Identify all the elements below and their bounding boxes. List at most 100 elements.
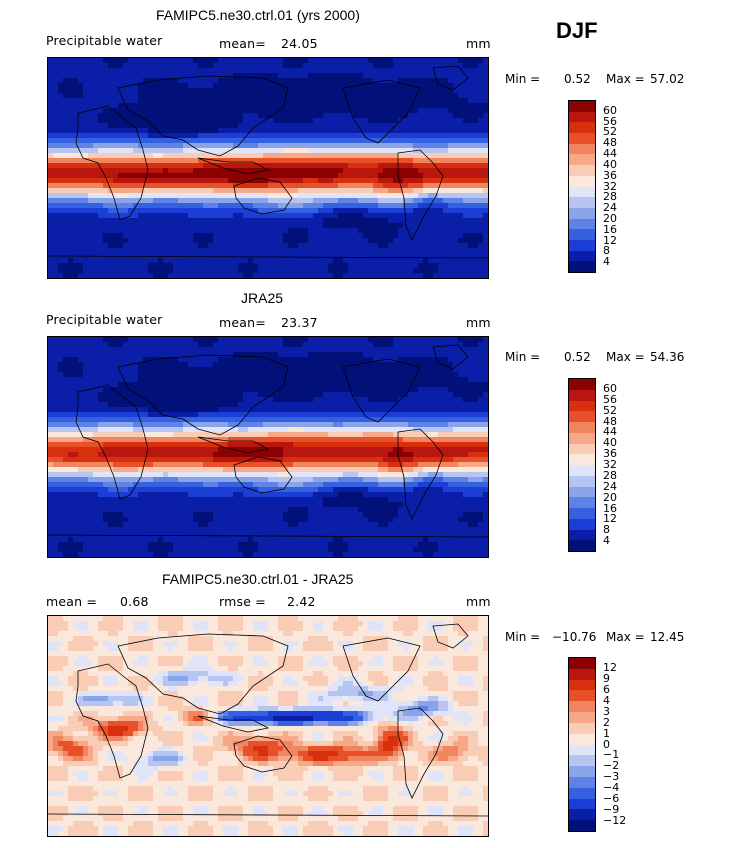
map-cell	[78, 263, 84, 269]
map-cell	[53, 103, 59, 109]
map-cell	[358, 203, 364, 209]
map-cell	[58, 73, 64, 79]
map-cell	[128, 238, 134, 244]
map-cell	[438, 153, 444, 159]
map-cell	[128, 73, 134, 79]
map-cell	[353, 123, 359, 129]
map-cell	[378, 223, 384, 229]
map-cell	[483, 342, 488, 348]
map-cell	[448, 268, 454, 274]
map-cell	[433, 178, 439, 184]
map-cell	[208, 357, 214, 363]
map-cell	[213, 203, 219, 209]
map-cell	[343, 387, 349, 393]
map-cell	[443, 203, 449, 209]
map-cell	[323, 138, 329, 144]
map-cell	[223, 128, 229, 134]
map-cell	[373, 88, 379, 94]
map-cell	[113, 178, 119, 184]
map-cell	[428, 68, 434, 74]
map-cell	[288, 158, 294, 164]
map-cell	[378, 382, 384, 388]
map-cell	[243, 387, 249, 393]
map-cell	[188, 372, 194, 378]
map-cell	[228, 68, 234, 74]
map-cell	[478, 342, 484, 348]
map-cell	[378, 103, 384, 109]
map-cell	[268, 377, 274, 383]
map-cell	[418, 337, 424, 343]
map-cell	[133, 108, 139, 114]
map-cell	[208, 168, 214, 174]
map-cell	[98, 183, 104, 189]
map-cell	[483, 133, 488, 139]
map-cell	[348, 133, 354, 139]
map-cell	[363, 263, 369, 269]
map-cell	[153, 93, 159, 99]
map-cell	[108, 118, 114, 124]
map-cell	[273, 372, 279, 378]
map-cell	[133, 382, 139, 388]
map-cell	[413, 93, 419, 99]
map-cell	[308, 337, 314, 343]
map-cell	[413, 347, 419, 353]
map-cell	[203, 233, 209, 239]
map-cell	[323, 148, 329, 154]
map-cell	[253, 392, 259, 398]
map-cell	[198, 83, 204, 89]
map-cell	[88, 68, 94, 74]
map-cell	[208, 238, 214, 244]
map-cell	[103, 268, 109, 274]
map-cell	[358, 168, 364, 174]
map-cell	[138, 178, 144, 184]
map-cell	[468, 118, 474, 124]
map-cell	[458, 208, 464, 214]
map-cell	[438, 248, 444, 254]
map-cell	[328, 58, 334, 64]
map-cell	[438, 118, 444, 124]
map-cell	[218, 93, 224, 99]
map-cell	[58, 173, 64, 179]
map-cell	[193, 218, 199, 224]
map-cell	[463, 113, 469, 119]
map-cell	[213, 168, 219, 174]
map-cell	[398, 208, 404, 214]
map-cell	[438, 73, 444, 79]
map-cell	[343, 148, 349, 154]
map-cell	[473, 238, 479, 244]
map-cell	[428, 228, 434, 234]
map-cell	[193, 213, 199, 219]
map-cell	[213, 352, 219, 358]
map-cell	[268, 258, 274, 264]
map-cell	[333, 173, 339, 179]
map-cell	[408, 68, 414, 74]
map-cell	[378, 163, 384, 169]
map-cell	[48, 233, 54, 239]
map-cell	[323, 342, 329, 348]
map-cell	[218, 63, 224, 69]
map-cell	[413, 73, 419, 79]
map-cell	[103, 78, 109, 84]
map-cell	[288, 372, 294, 378]
map-cell	[48, 198, 54, 204]
map-cell	[198, 218, 204, 224]
map-cell	[143, 243, 149, 249]
map-cell	[63, 118, 69, 124]
map-cell	[103, 397, 109, 403]
map-cell	[138, 168, 144, 174]
map-cell	[353, 178, 359, 184]
map-cell	[438, 58, 444, 64]
map-cell	[48, 123, 54, 129]
map-cell	[138, 148, 144, 154]
map-cell	[358, 58, 364, 64]
map-cell	[148, 123, 154, 129]
map-cell	[418, 93, 424, 99]
map-cell	[128, 382, 134, 388]
map-cell	[443, 108, 449, 114]
map-cell	[308, 233, 314, 239]
map-cell	[298, 123, 304, 129]
map-cell	[128, 213, 134, 219]
map-cell	[223, 228, 229, 234]
map-cell	[348, 183, 354, 189]
map-cell	[158, 243, 164, 249]
